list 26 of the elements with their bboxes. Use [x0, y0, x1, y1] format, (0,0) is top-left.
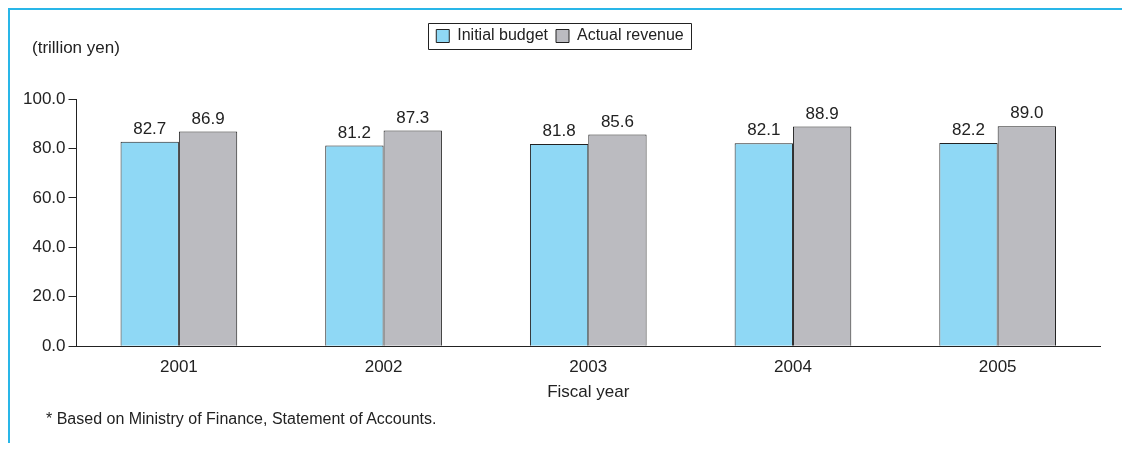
legend-label: Initial budget: [457, 26, 549, 44]
x-tick-label: 2004: [774, 357, 812, 377]
data-label: 82.1: [747, 120, 781, 140]
x-tick-label: 2001: [159, 357, 198, 377]
y-tick-label: 0.0: [41, 335, 66, 355]
data-label: 81.2: [337, 122, 371, 142]
x-tick-label: 2002: [364, 357, 403, 377]
y-tick-label: 20.0: [32, 286, 66, 306]
text: * Based on Ministry of Finance, Statement of Accounts.: [46, 410, 437, 428]
y-tick-label: 40.0: [32, 237, 66, 257]
y-tick-label: 80.0: [32, 138, 66, 158]
y-tick-label: 60.0: [32, 187, 66, 207]
data-label: 82.2: [951, 120, 986, 140]
data-label: 88.9: [805, 103, 839, 123]
data-label: 85.6: [600, 111, 634, 131]
data-label: 89.0: [1010, 103, 1044, 123]
data-label: 86.9: [191, 108, 225, 128]
y-axis-title: (trillion yen): [32, 37, 120, 57]
x-axis-title: Fiscal year: [547, 382, 630, 402]
data-label: 87.3: [396, 107, 430, 127]
x-tick-label: 2003: [569, 357, 608, 377]
y-tick-label: 100.0: [22, 88, 66, 108]
x-tick-label: 2005: [978, 357, 1017, 377]
data-label: 82.7: [133, 118, 167, 138]
legend-label: Actual revenue: [577, 26, 684, 44]
data-label: 81.8: [542, 121, 576, 141]
